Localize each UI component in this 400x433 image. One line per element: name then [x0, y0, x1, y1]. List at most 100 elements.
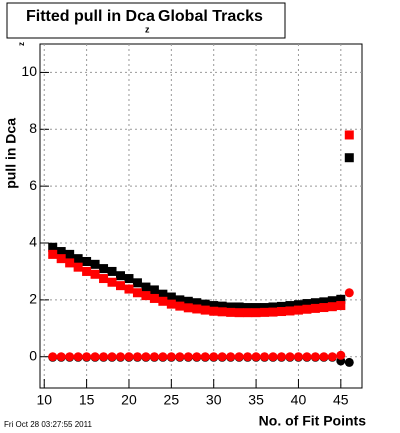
marker: [310, 303, 320, 313]
marker: [166, 352, 176, 362]
marker: [116, 352, 125, 362]
marker: [48, 249, 58, 259]
chart-title: Fitted pull in Dca: [26, 8, 155, 25]
marker: [344, 288, 354, 298]
marker: [226, 302, 236, 312]
marker: [234, 308, 244, 318]
marker: [90, 269, 100, 279]
marker: [166, 299, 176, 309]
marker: [336, 294, 346, 304]
marker: [268, 352, 278, 362]
marker: [141, 291, 151, 301]
x-tick-label: 35: [248, 392, 264, 408]
marker: [124, 284, 134, 294]
marker: [327, 302, 337, 312]
marker: [285, 301, 295, 311]
marker: [149, 352, 159, 362]
marker: [166, 292, 176, 302]
marker: [285, 306, 295, 316]
marker: [175, 301, 185, 311]
marker: [99, 352, 109, 362]
marker: [319, 303, 329, 313]
marker: [107, 266, 117, 276]
marker: [226, 307, 236, 317]
marker: [302, 299, 312, 309]
y-tick-label: 8: [29, 120, 37, 136]
marker: [183, 296, 193, 306]
marker: [209, 306, 219, 316]
marker: [73, 254, 83, 264]
marker: [132, 288, 142, 298]
marker: [209, 352, 219, 362]
marker: [158, 289, 168, 299]
marker: [192, 304, 202, 314]
marker: [99, 274, 109, 284]
marker: [327, 352, 337, 362]
marker: [48, 352, 58, 362]
y-tick-label: 4: [29, 234, 37, 250]
title-box: [6, 2, 286, 39]
marker: [56, 352, 66, 362]
marker: [65, 258, 75, 268]
title-rest: Global Tracks: [158, 8, 263, 25]
marker: [116, 281, 125, 291]
marker: [226, 352, 236, 362]
marker: [217, 352, 227, 362]
marker: [243, 308, 253, 318]
marker: [158, 352, 168, 362]
marker: [344, 357, 354, 367]
marker: [65, 249, 75, 259]
marker: [293, 305, 303, 315]
marker: [158, 296, 168, 306]
marker: [234, 302, 244, 312]
marker: [56, 247, 66, 257]
marker: [116, 271, 125, 281]
marker: [277, 307, 286, 317]
marker: [73, 352, 83, 362]
marker: [90, 352, 100, 362]
marker: [260, 352, 270, 362]
marker: [319, 297, 329, 307]
marker: [183, 352, 193, 362]
marker: [302, 352, 312, 362]
marker: [293, 352, 303, 362]
marker: [234, 352, 244, 362]
marker: [277, 301, 286, 311]
marker: [132, 352, 142, 362]
marker: [217, 301, 227, 311]
timestamp: Fri Oct 28 03:27:55 2011: [4, 420, 92, 429]
y-tick-label: 0: [29, 347, 37, 363]
marker: [327, 296, 337, 306]
marker: [82, 256, 92, 266]
y-tick-label: 2: [29, 291, 37, 307]
marker: [200, 299, 210, 309]
marker: [149, 285, 159, 295]
marker: [217, 307, 227, 317]
marker: [209, 301, 219, 311]
marker: [200, 305, 210, 315]
marker: [82, 352, 92, 362]
x-tick-label: 10: [36, 392, 52, 408]
marker: [65, 352, 75, 362]
marker: [293, 300, 303, 310]
marker: [149, 293, 159, 303]
marker: [200, 352, 210, 362]
marker: [251, 303, 261, 313]
marker: [90, 259, 100, 269]
x-axis-label: No. of Fit Points: [259, 413, 367, 429]
marker: [82, 266, 92, 276]
marker: [268, 307, 278, 317]
marker: [124, 274, 134, 284]
marker: [141, 282, 151, 292]
marker: [251, 352, 261, 362]
marker: [175, 295, 185, 305]
y-tick-label: 6: [29, 177, 37, 193]
marker: [310, 352, 320, 362]
marker: [107, 352, 117, 362]
x-tick-label: 30: [206, 392, 222, 408]
marker: [192, 352, 202, 362]
marker: [319, 352, 329, 362]
marker: [243, 303, 253, 313]
marker: [277, 352, 286, 362]
